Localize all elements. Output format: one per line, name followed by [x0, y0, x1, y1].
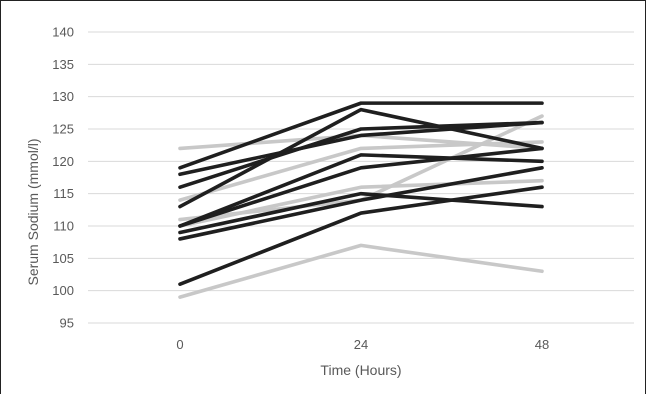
gridlines — [88, 31, 634, 324]
y-axis-title: Serum Sodium (mmol/l) — [25, 138, 41, 285]
y-tick-label: 130 — [52, 89, 74, 104]
y-tick-label: 105 — [52, 251, 74, 266]
series-line-dark-9 — [178, 153, 544, 228]
x-tick-label: 24 — [354, 337, 368, 352]
frame-border-left — [0, 0, 1, 394]
y-tick-label: 140 — [52, 25, 74, 40]
y-tick-label: 120 — [52, 154, 74, 169]
series-line-dark-8 — [178, 107, 544, 209]
x-axis-title: Time (Hours) — [320, 362, 401, 378]
series-line-dark-5 — [178, 101, 544, 170]
y-tick-label: 100 — [52, 283, 74, 298]
series-line-dark-12 — [178, 166, 544, 241]
y-tick-label: 95 — [60, 316, 74, 331]
y-tick-label: 125 — [52, 122, 74, 137]
series-line-dark-11 — [178, 191, 544, 235]
series-line-dark-7 — [178, 120, 544, 189]
y-tick-label: 115 — [53, 186, 74, 201]
x-axis-ticks: 0 24 48 — [176, 337, 549, 352]
y-tick-label: 110 — [53, 219, 74, 234]
frame-border-top — [0, 0, 646, 1]
y-axis-ticks: 140 135 130 125 120 115 110 105 100 95 — [52, 25, 74, 331]
y-tick-label: 135 — [52, 57, 74, 72]
series-line-dark-13 — [178, 185, 544, 287]
series-lines — [178, 101, 544, 299]
series-line-light-4 — [178, 243, 544, 299]
x-tick-label: 48 — [535, 337, 549, 352]
series-line-dark-10 — [178, 146, 544, 228]
x-tick-label: 0 — [176, 337, 183, 352]
series-line-dark-6 — [178, 120, 544, 177]
